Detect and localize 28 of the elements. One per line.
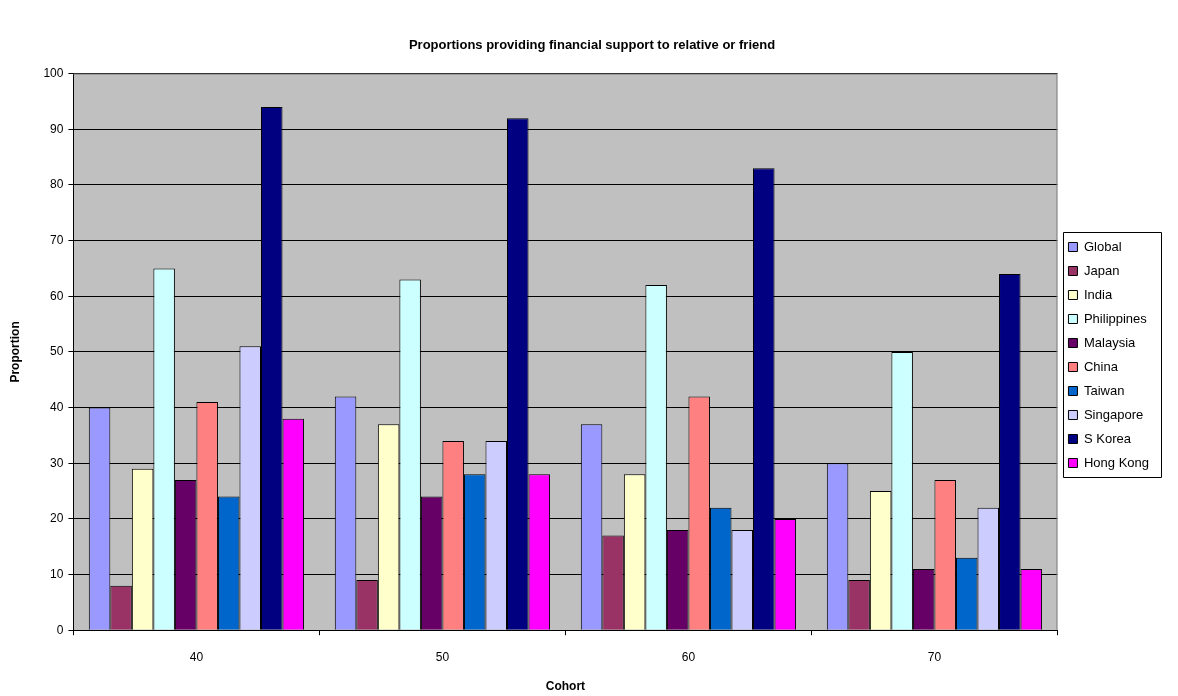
legend-label: Global <box>1083 238 1122 254</box>
y-tick-label: 10 <box>50 566 64 581</box>
y-tick-label: 0 <box>56 622 64 637</box>
legend-label: Philippines <box>1083 310 1148 326</box>
y-tick-label: 70 <box>50 232 64 247</box>
legend-label: Japan <box>1083 262 1120 278</box>
x-axis-title: Cohort <box>545 679 586 694</box>
x-tick-label: 40 <box>189 649 204 664</box>
y-tick-label: 80 <box>50 177 64 192</box>
y-axis-title: Proportion <box>7 321 22 383</box>
legend-label: S Korea <box>1083 430 1132 446</box>
chart-title: Proportions providing financial support to relative or friend <box>408 37 776 53</box>
y-tick-label: 30 <box>50 455 64 470</box>
legend-label: Singapore <box>1083 406 1144 422</box>
legend-label: Hong Kong <box>1083 454 1150 470</box>
y-tick-label: 20 <box>50 511 64 526</box>
y-tick-label: 40 <box>50 399 64 414</box>
x-tick-label: 50 <box>435 649 450 664</box>
y-tick-label: 60 <box>50 288 64 303</box>
y-tick-label: 90 <box>50 121 64 136</box>
legend-label: India <box>1083 286 1113 302</box>
y-tick-label: 50 <box>50 344 64 359</box>
x-tick-label: 60 <box>681 649 696 664</box>
legend-label: Taiwan <box>1083 382 1125 398</box>
x-tick-label: 70 <box>927 649 942 664</box>
y-tick-label: 100 <box>43 65 64 80</box>
legend-label: Malaysia <box>1083 334 1137 350</box>
legend-label: China <box>1083 358 1119 374</box>
